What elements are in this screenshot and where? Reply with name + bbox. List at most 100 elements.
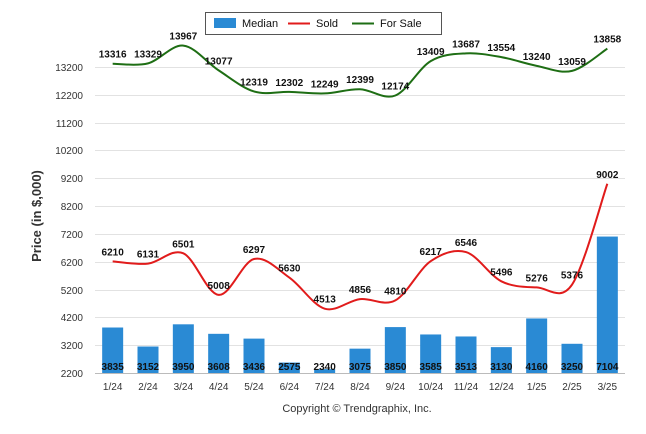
sold-value-label: 6131 bbox=[137, 250, 160, 261]
y-tick-label: 5200 bbox=[61, 286, 84, 297]
y-tick-label: 2200 bbox=[61, 369, 84, 380]
legend: Median Sold For Sale bbox=[205, 12, 442, 35]
legend-box bbox=[205, 12, 442, 35]
for-sale-value-label: 12399 bbox=[346, 75, 374, 86]
for-sale-value-label: 13240 bbox=[523, 52, 551, 63]
median-value-label: 3436 bbox=[243, 362, 266, 373]
median-bar bbox=[349, 348, 371, 373]
median-value-label: 3835 bbox=[102, 362, 125, 373]
sold-value-label: 6501 bbox=[172, 239, 195, 250]
x-tick-label: 8/24 bbox=[350, 382, 370, 393]
y-tick-label: 8200 bbox=[61, 202, 84, 213]
legend-label: For Sale bbox=[380, 18, 422, 30]
median-bar bbox=[172, 324, 194, 373]
y-tick-label: 9200 bbox=[61, 174, 84, 185]
median-bar bbox=[208, 333, 230, 373]
legend-label: Sold bbox=[316, 18, 338, 30]
median-bar bbox=[384, 327, 406, 373]
median-bar bbox=[314, 369, 336, 373]
y-tick-label: 10200 bbox=[55, 146, 83, 157]
for-sale-value-label: 12174 bbox=[381, 81, 409, 92]
gridlines bbox=[95, 67, 625, 374]
x-tick-label: 11/24 bbox=[454, 382, 479, 393]
median-value-label: 3075 bbox=[349, 362, 372, 373]
x-tick-label: 2/24 bbox=[138, 382, 158, 393]
y-tick-label: 3200 bbox=[61, 341, 84, 352]
for-sale-value-label: 13967 bbox=[169, 32, 197, 43]
for-sale-value-label: 13858 bbox=[593, 35, 621, 46]
sold-value-label: 4856 bbox=[349, 285, 372, 296]
y-tick-label: 4200 bbox=[61, 313, 84, 324]
for-sale-value-label: 13687 bbox=[452, 39, 480, 50]
y-tick-label: 7200 bbox=[61, 230, 84, 241]
x-tick-label: 2/25 bbox=[562, 382, 582, 393]
x-tick-label: 1/25 bbox=[527, 382, 547, 393]
median-bar bbox=[102, 327, 124, 373]
median-value-label: 3130 bbox=[490, 362, 513, 373]
x-tick-label: 10/24 bbox=[418, 382, 443, 393]
sold-value-label: 5008 bbox=[208, 281, 231, 292]
for-sale-value-label: 13554 bbox=[487, 43, 515, 54]
median-bar bbox=[137, 346, 159, 373]
y-tick-label: 6200 bbox=[61, 258, 84, 269]
median-value-label: 7104 bbox=[596, 362, 619, 373]
sold-value-label: 6297 bbox=[243, 245, 266, 256]
x-tick-label: 7/24 bbox=[315, 382, 335, 393]
median-bar bbox=[490, 347, 512, 373]
y-tick-label: 13200 bbox=[55, 63, 83, 74]
sold-value-label: 5376 bbox=[561, 271, 584, 282]
for-sale-value-label: 13316 bbox=[99, 50, 127, 61]
median-value-label: 3850 bbox=[384, 362, 407, 373]
sold-line bbox=[112, 183, 609, 311]
sold-value-label: 5496 bbox=[490, 267, 513, 278]
x-tick-label: 3/24 bbox=[174, 382, 194, 393]
median-bar bbox=[420, 334, 442, 373]
y-axis-label: Price (in $,000) bbox=[29, 170, 44, 262]
median-bar bbox=[455, 336, 477, 373]
sold-value-label: 6217 bbox=[420, 247, 443, 258]
y-axis: 2200 3200 4200 5200 6200 7200 8200 9200 10200 112… bbox=[55, 63, 83, 380]
legend-label: Median bbox=[242, 18, 278, 30]
x-tick-label: 6/24 bbox=[280, 382, 300, 393]
median-value-label: 3608 bbox=[208, 362, 231, 373]
sold-value-label: 4513 bbox=[314, 295, 337, 306]
median-value-label: 3950 bbox=[172, 362, 195, 373]
sold-value-label: 5276 bbox=[526, 273, 549, 284]
x-tick-label: 9/24 bbox=[386, 382, 406, 393]
median-value-label: 3513 bbox=[455, 362, 478, 373]
x-tick-label: 4/24 bbox=[209, 382, 229, 393]
series-lines bbox=[112, 44, 609, 311]
sold-value-label: 4810 bbox=[384, 286, 407, 297]
for-sale-value-label: 13059 bbox=[558, 57, 586, 68]
sold-value-label: 9002 bbox=[596, 170, 619, 181]
median-value-label: 4160 bbox=[526, 362, 549, 373]
data-labels: 3835 3152 3950 3608 3436 2575 2340 3075 3850 3585… bbox=[99, 32, 622, 373]
copyright-text: Copyright © Trendgraphix, Inc. bbox=[282, 403, 431, 415]
y-tick-label: 12200 bbox=[55, 91, 83, 102]
median-value-label: 3250 bbox=[561, 362, 584, 373]
median-value-label: 2575 bbox=[278, 362, 301, 373]
legend-swatch-median bbox=[214, 18, 236, 28]
x-tick-label: 3/25 bbox=[598, 382, 618, 393]
median-value-label: 3152 bbox=[137, 362, 160, 373]
for-sale-value-label: 13409 bbox=[417, 47, 445, 58]
for-sale-value-label: 13329 bbox=[134, 49, 162, 60]
for-sale-value-label: 12249 bbox=[311, 79, 339, 90]
median-bar bbox=[596, 236, 618, 373]
sold-value-label: 6546 bbox=[455, 238, 478, 249]
sold-value-label: 6210 bbox=[102, 247, 125, 258]
median-value-label: 2340 bbox=[314, 362, 337, 373]
y-tick-label: 11200 bbox=[56, 119, 84, 130]
median-bars bbox=[102, 236, 618, 373]
median-value-label: 3585 bbox=[420, 362, 443, 373]
for-sale-line bbox=[112, 44, 608, 98]
sold-value-label: 5630 bbox=[278, 264, 301, 275]
x-tick-label: 1/24 bbox=[103, 382, 123, 393]
for-sale-value-label: 12319 bbox=[240, 77, 268, 88]
median-bar bbox=[278, 362, 300, 373]
median-bar bbox=[526, 318, 548, 373]
for-sale-value-label: 13077 bbox=[205, 56, 233, 67]
median-bar bbox=[243, 338, 265, 373]
x-tick-label: 12/24 bbox=[489, 382, 514, 393]
